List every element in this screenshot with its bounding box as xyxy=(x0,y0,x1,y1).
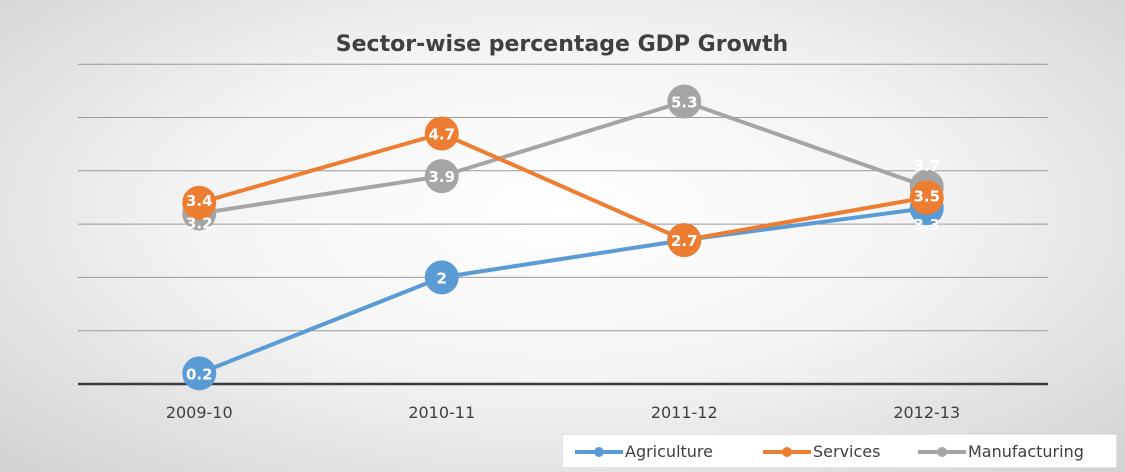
x-tick-label: 2012-13 xyxy=(893,403,960,422)
marker-manufacturing xyxy=(667,84,702,119)
chart-title: Sector-wise percentage GDP Growth xyxy=(336,32,788,57)
legend-swatch-services xyxy=(763,447,811,457)
marker-agriculture xyxy=(424,260,459,295)
data-label-services: 4.7 xyxy=(428,125,455,143)
data-label-agriculture: 0.2 xyxy=(186,365,213,383)
data-label-services: 3.5 xyxy=(913,187,940,205)
x-tick-label: 2011-12 xyxy=(651,403,718,422)
data-label-services: 3.4 xyxy=(186,192,213,210)
legend-label-services: Services xyxy=(813,442,881,461)
series-line-services xyxy=(198,131,928,243)
legend-label-agriculture: Agriculture xyxy=(625,442,713,461)
marker-services xyxy=(909,180,944,215)
legend-swatch-manufacturing xyxy=(918,447,966,457)
series-line-manufacturing xyxy=(198,99,928,216)
series-lines xyxy=(198,99,928,376)
data-label-agriculture: 2 xyxy=(437,269,447,287)
data-label-manufacturing: 3.9 xyxy=(428,168,455,186)
marker-services xyxy=(424,116,459,151)
x-tick-label: 2009-10 xyxy=(166,403,233,422)
legend: Agriculture Services Manufacturing xyxy=(562,434,1117,468)
gridlines xyxy=(78,63,1048,386)
x-tick-label: 2010-11 xyxy=(408,403,475,422)
data-label-manufacturing: 3.7 xyxy=(913,157,940,175)
series-markers xyxy=(182,84,944,391)
legend-label-manufacturing: Manufacturing xyxy=(968,442,1084,461)
x-axis-ticks: 2009-10 2010-11 2011-12 2012-13 xyxy=(166,403,960,422)
data-label-manufacturing: 5.3 xyxy=(671,94,698,112)
data-label-agriculture: 3.3 xyxy=(913,216,940,234)
data-labels: 0.2 2 3.3 3.2 3.9 5.3 3.7 3.4 4.7 2.7 3.5 xyxy=(186,94,940,384)
marker-services xyxy=(182,185,217,220)
marker-manufacturing xyxy=(424,159,459,194)
data-label-services: 2.7 xyxy=(671,232,698,250)
marker-agriculture xyxy=(182,356,217,391)
data-label-manufacturing: 3.2 xyxy=(186,214,213,232)
legend-swatch-agriculture xyxy=(575,447,623,457)
series-line-agriculture xyxy=(198,206,928,376)
marker-services xyxy=(667,223,702,258)
